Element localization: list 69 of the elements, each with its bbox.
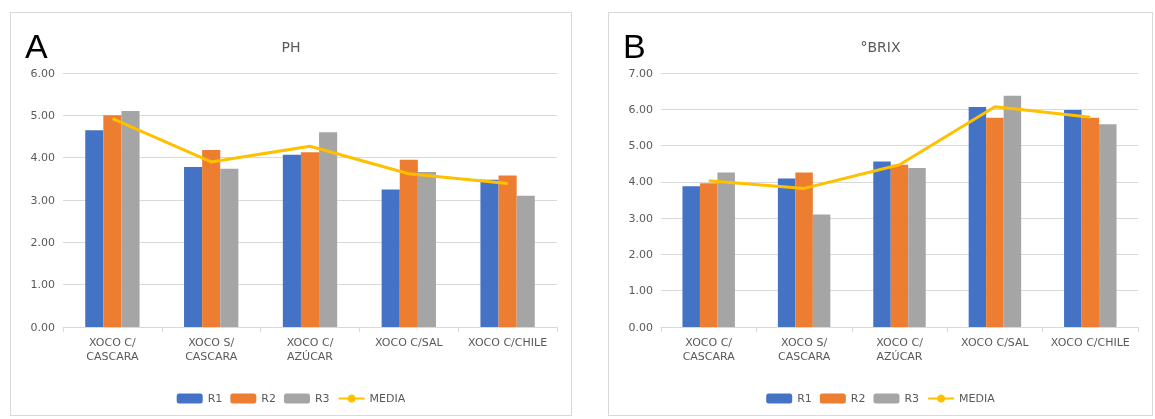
- bar: [498, 175, 517, 327]
- bar: [282, 154, 301, 327]
- bar: [1081, 117, 1100, 327]
- chart-title: °BRIX: [860, 39, 901, 55]
- x-tick-label: XOCO S/CASCARA: [778, 335, 831, 363]
- bar: [480, 179, 499, 327]
- x-tick-label: XOCO C/CASCARA: [86, 335, 139, 363]
- y-tick-label: 4.00: [30, 151, 55, 165]
- text: A: [25, 27, 48, 66]
- x-tick-label: XOCO C/CASCARA: [682, 335, 736, 363]
- text: B: [623, 27, 646, 66]
- y-tick-label: 1.00: [30, 278, 55, 292]
- bar: [699, 183, 718, 327]
- bar: [873, 161, 891, 327]
- legend-label: R3: [904, 392, 920, 405]
- bar: [103, 115, 122, 327]
- x-tick-label: XOCO S/CASCARA: [185, 335, 238, 363]
- y-tick-label: 3.00: [30, 193, 55, 207]
- bar: [121, 111, 140, 327]
- legend-label: R2: [261, 392, 276, 405]
- legend-label: MEDIA: [959, 392, 996, 405]
- y-tick-label: 4.00: [628, 175, 653, 189]
- y-tick-label: 6.00: [628, 102, 653, 116]
- y-tick-label: 2.00: [30, 235, 55, 249]
- bar: [968, 107, 987, 327]
- bar: [777, 178, 796, 327]
- bar: [516, 195, 535, 327]
- x-tick-label: XOCO C/AZÚCAR: [286, 335, 334, 363]
- x-tick-label: XOCO C/SAL: [961, 335, 1030, 349]
- bar: [908, 168, 926, 327]
- bar: [1064, 110, 1082, 327]
- line-series: [110, 117, 510, 185]
- bar: [85, 130, 104, 327]
- bar: [1099, 124, 1117, 327]
- x-tick-label: XOCO C/CHILE: [468, 335, 548, 349]
- bar: [399, 159, 418, 327]
- bar: [202, 150, 221, 327]
- bar: [319, 132, 338, 327]
- bar: [890, 164, 909, 327]
- x-tick-label: XOCO C/SAL: [375, 335, 444, 349]
- bar: [795, 172, 813, 327]
- bar: [717, 172, 735, 327]
- y-tick-label: 2.00: [628, 247, 653, 261]
- bar: [184, 166, 203, 327]
- y-tick-label: 7.00: [628, 66, 653, 80]
- y-tick-label: 1.00: [628, 284, 653, 298]
- bar: [986, 117, 1004, 327]
- legend-label: R3: [314, 392, 330, 405]
- bar: [417, 172, 436, 327]
- y-tick-label: 6.00: [30, 66, 55, 80]
- y-tick-label: 5.00: [628, 139, 653, 153]
- y-tick-label: 3.00: [628, 211, 653, 225]
- legend-label: R1: [207, 392, 223, 405]
- y-tick-label: 0.00: [628, 320, 653, 334]
- bar: [1003, 95, 1022, 327]
- legend-label: MEDIA: [369, 392, 406, 405]
- chart-title: PH: [281, 39, 301, 55]
- legend-label: R2: [850, 392, 866, 405]
- line-series: [707, 105, 1092, 190]
- x-tick-label: XOCO C/AZÚCAR: [876, 335, 924, 363]
- bar: [381, 189, 400, 327]
- bar: [300, 152, 320, 327]
- y-tick-label: 5.00: [30, 108, 55, 122]
- bar: [682, 186, 700, 327]
- y-tick-label: 0.00: [30, 320, 55, 334]
- bar: [812, 214, 831, 327]
- x-tick-label: XOCO C/CHILE: [1050, 335, 1130, 349]
- bar: [220, 168, 239, 327]
- legend-label: R1: [797, 392, 812, 405]
